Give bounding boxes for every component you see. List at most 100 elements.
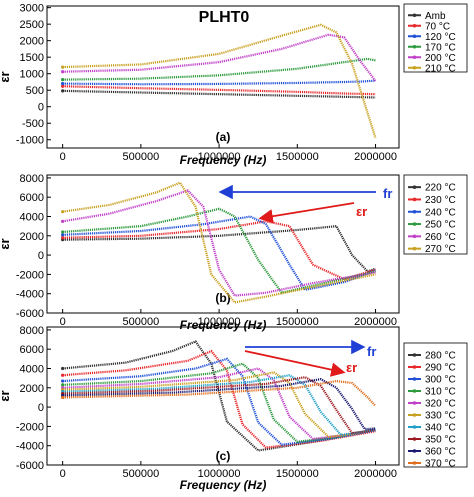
data-point (61, 395, 65, 400)
x-tick-label: 1500000 (276, 151, 319, 163)
series-270-c (61, 181, 376, 304)
data-point (61, 219, 65, 223)
data-point (61, 89, 65, 93)
plot-frame (46, 5, 400, 149)
data-point (61, 379, 65, 383)
series-230-c (61, 220, 376, 281)
series-line (62, 33, 377, 82)
series-320-c (61, 367, 376, 441)
y-tick-label: 0 (38, 402, 44, 414)
series-line (62, 207, 376, 294)
y-tick-label: 2000 (20, 231, 44, 243)
legend-marker (412, 234, 417, 239)
x-tick-label: 0 (60, 316, 66, 328)
series-line (62, 379, 377, 407)
y-tick-label: 2000 (20, 36, 44, 48)
y-tick-label: -6000 (16, 308, 44, 320)
y-tick-label: 0 (38, 250, 44, 262)
y-axis-label: εr (0, 71, 12, 82)
x-axis-label: Frequency (Hz) (180, 153, 267, 167)
legend-label: 270 °C (425, 244, 456, 255)
data-point (61, 373, 65, 377)
legend-label: 120 °C (425, 32, 456, 43)
y-tick-label: -2000 (16, 269, 44, 281)
series-line (62, 89, 376, 99)
series-line (62, 349, 376, 449)
data-point (61, 383, 65, 387)
series-290-c (61, 349, 376, 449)
plot-frame (46, 174, 400, 314)
series-350-c (61, 376, 376, 435)
x-tick-label: 500000 (123, 468, 160, 480)
x-tick-label: 0 (60, 151, 66, 163)
series-line (62, 23, 377, 139)
series-200-c (61, 33, 377, 82)
series-amb (61, 89, 376, 99)
legend-marker (412, 13, 417, 18)
series-260-c (61, 189, 376, 297)
data-point (61, 366, 65, 371)
legend-label: 330 °C (425, 411, 456, 422)
y-tick-label: 2500 (20, 19, 44, 31)
series-line (62, 189, 376, 297)
legend-marker (412, 425, 417, 429)
legend-label: 170 °C (425, 42, 456, 53)
data-point (61, 82, 65, 86)
x-tick-label: 2000000 (354, 151, 397, 163)
er-label: εr (356, 204, 367, 219)
legend-marker (412, 222, 417, 226)
legend-label: 70 °C (425, 21, 450, 32)
x-tick-label: 1500000 (276, 316, 319, 328)
legend-marker (412, 461, 417, 465)
legend-label: 360 °C (425, 447, 456, 458)
legend-marker (412, 185, 417, 189)
y-axis-label: εr (0, 390, 12, 401)
legend-marker (412, 209, 417, 214)
legend-marker (412, 377, 417, 381)
x-axis-label: Frequency (Hz) (180, 318, 267, 332)
x-tick-label: 500000 (123, 151, 160, 163)
data-point (61, 78, 65, 82)
y-tick-label: -4000 (16, 441, 44, 453)
series-340-c (61, 374, 376, 437)
legend-marker (412, 65, 417, 70)
series-line (62, 85, 376, 96)
fr-label: fr (383, 186, 392, 201)
legend-label: 260 °C (425, 232, 456, 243)
series-170-c (61, 57, 376, 82)
legend-marker (412, 246, 417, 251)
x-axis-label: Frequency (Hz) (180, 478, 267, 492)
x-tick-label: 0 (60, 468, 66, 480)
series-line (62, 367, 376, 441)
series-210-c (61, 23, 377, 139)
x-tick-label: 1000000 (198, 151, 241, 163)
legend-frame (403, 342, 468, 468)
data-point (61, 230, 65, 234)
legend-label: 250 °C (425, 220, 456, 231)
series-240-c (61, 215, 376, 292)
x-tick-label: 2000000 (354, 316, 397, 328)
series-line (62, 79, 376, 86)
legend-marker (412, 353, 417, 357)
er-arrow (258, 202, 355, 224)
y-tick-label: 3000 (20, 3, 44, 15)
series-370-c (61, 379, 377, 407)
series-line (62, 215, 376, 292)
y-tick-label: 0 (38, 102, 44, 114)
chart-title: PLHT0 (199, 9, 250, 26)
y-tick-label: 8000 (20, 325, 44, 337)
legend-label: 240 °C (425, 207, 456, 218)
data-point (61, 70, 65, 74)
data-point (61, 84, 65, 88)
chart-panel-1: 0 500000 1000000 1500000 2000000 -1000 -500 0 50… (0, 3, 468, 167)
x-tick-label: 500000 (123, 316, 160, 328)
series-310-c (61, 362, 376, 443)
series-120-c (61, 79, 376, 86)
series-line (62, 57, 376, 81)
er-label: εr (346, 360, 357, 375)
legend-label: 280 °C (425, 351, 456, 362)
plot-frame (46, 326, 400, 466)
series-70-c (61, 84, 376, 96)
